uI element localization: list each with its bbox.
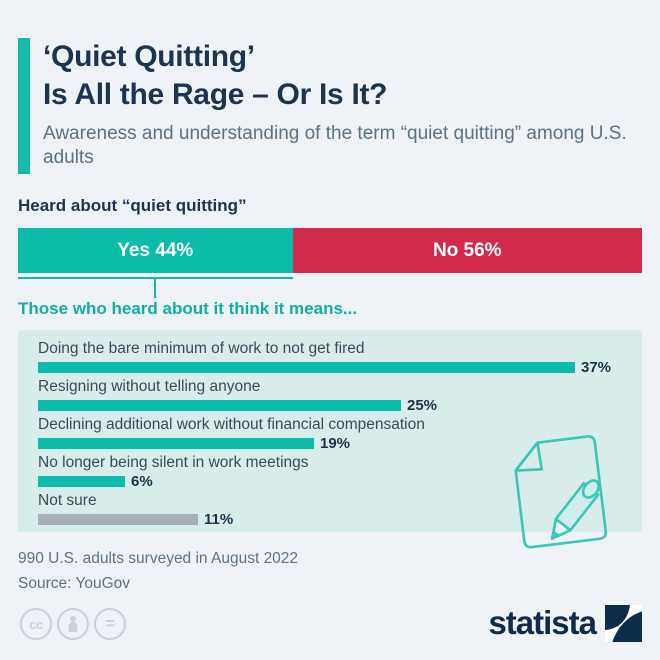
chart-panel: Doing the bare minimum of work to not ge… [18, 330, 642, 549]
yes-bracket [18, 277, 293, 298]
survey-note: 990 U.S. adults surveyed in August 2022 [18, 550, 299, 567]
bar-category-label: Declining additional work without financ… [38, 416, 425, 433]
bar-category-label: Doing the bare minimum of work to not ge… [38, 340, 365, 357]
source-note: Source: YouGov [18, 575, 131, 592]
page-subtitle: Awareness and understanding of the term … [43, 123, 627, 168]
yes-segment: Yes 44% [18, 228, 293, 273]
chart-row: Not sure 11% [38, 491, 622, 528]
awareness-heading: Heard about “quiet quitting” [18, 196, 247, 215]
bar-line: 11% [38, 510, 622, 528]
equals-icon[interactable]: = [94, 608, 126, 640]
bar-line: 37% [38, 358, 622, 376]
bar-category-label: No longer being silent in work meetings [38, 454, 309, 471]
chart-callout: Those who heard about it think it means.… [18, 299, 358, 318]
bar-line: 19% [38, 434, 622, 452]
attribution-person-icon[interactable] [57, 608, 89, 640]
bar-value-label: 25% [407, 396, 438, 414]
bar [38, 475, 125, 487]
bar-value-label: 6% [131, 472, 153, 490]
statista-logo-icon [605, 604, 642, 642]
chart-row: Doing the bare minimum of work to not ge… [38, 339, 622, 376]
cc-icon[interactable]: cc [20, 608, 52, 640]
title-accent-bar [18, 38, 30, 174]
no-segment-label: No 56% [432, 239, 502, 261]
bar [38, 361, 575, 373]
bar-value-label: 11% [204, 510, 234, 528]
header: ‘Quiet Quitting’ Is All the Rage – Or Is… [18, 38, 642, 174]
chart-row: Declining additional work without financ… [38, 415, 622, 452]
bar-category-label: Resigning without telling anyone [38, 378, 261, 395]
title-line-2: Is All the Rage – Or Is It? [43, 78, 388, 111]
bar [38, 437, 314, 449]
chart-row: No longer being silent in work meetings … [38, 453, 622, 490]
footnote: 990 U.S. adults surveyed in August 2022 … [18, 546, 298, 596]
bar-category-label: Not sure [38, 492, 97, 509]
bar [38, 399, 401, 411]
header-text: ‘Quiet Quitting’ Is All the Rage – Or Is… [43, 38, 642, 174]
bracket-tick [154, 279, 157, 298]
bar-value-label: 19% [320, 434, 351, 452]
bar-line: 6% [38, 472, 622, 490]
statista-wordmark: statista [488, 604, 597, 641]
no-segment: No 56% [292, 228, 642, 273]
yes-segment-label: Yes 44% [117, 239, 194, 261]
bar-value-label: 37% [581, 358, 612, 376]
page-title: ‘Quiet Quitting’ Is All the Rage – Or Is… [43, 38, 642, 114]
bar-line: 25% [38, 396, 622, 414]
statista-brand[interactable]: statista [488, 604, 642, 642]
chart-row: Resigning without telling anyone 25% [38, 377, 622, 414]
bar [38, 513, 198, 525]
title-line-1: ‘Quiet Quitting’ [43, 40, 255, 73]
license-icons: cc = [20, 608, 126, 640]
awareness-split-bar: Yes 44% No 56% [18, 228, 642, 273]
